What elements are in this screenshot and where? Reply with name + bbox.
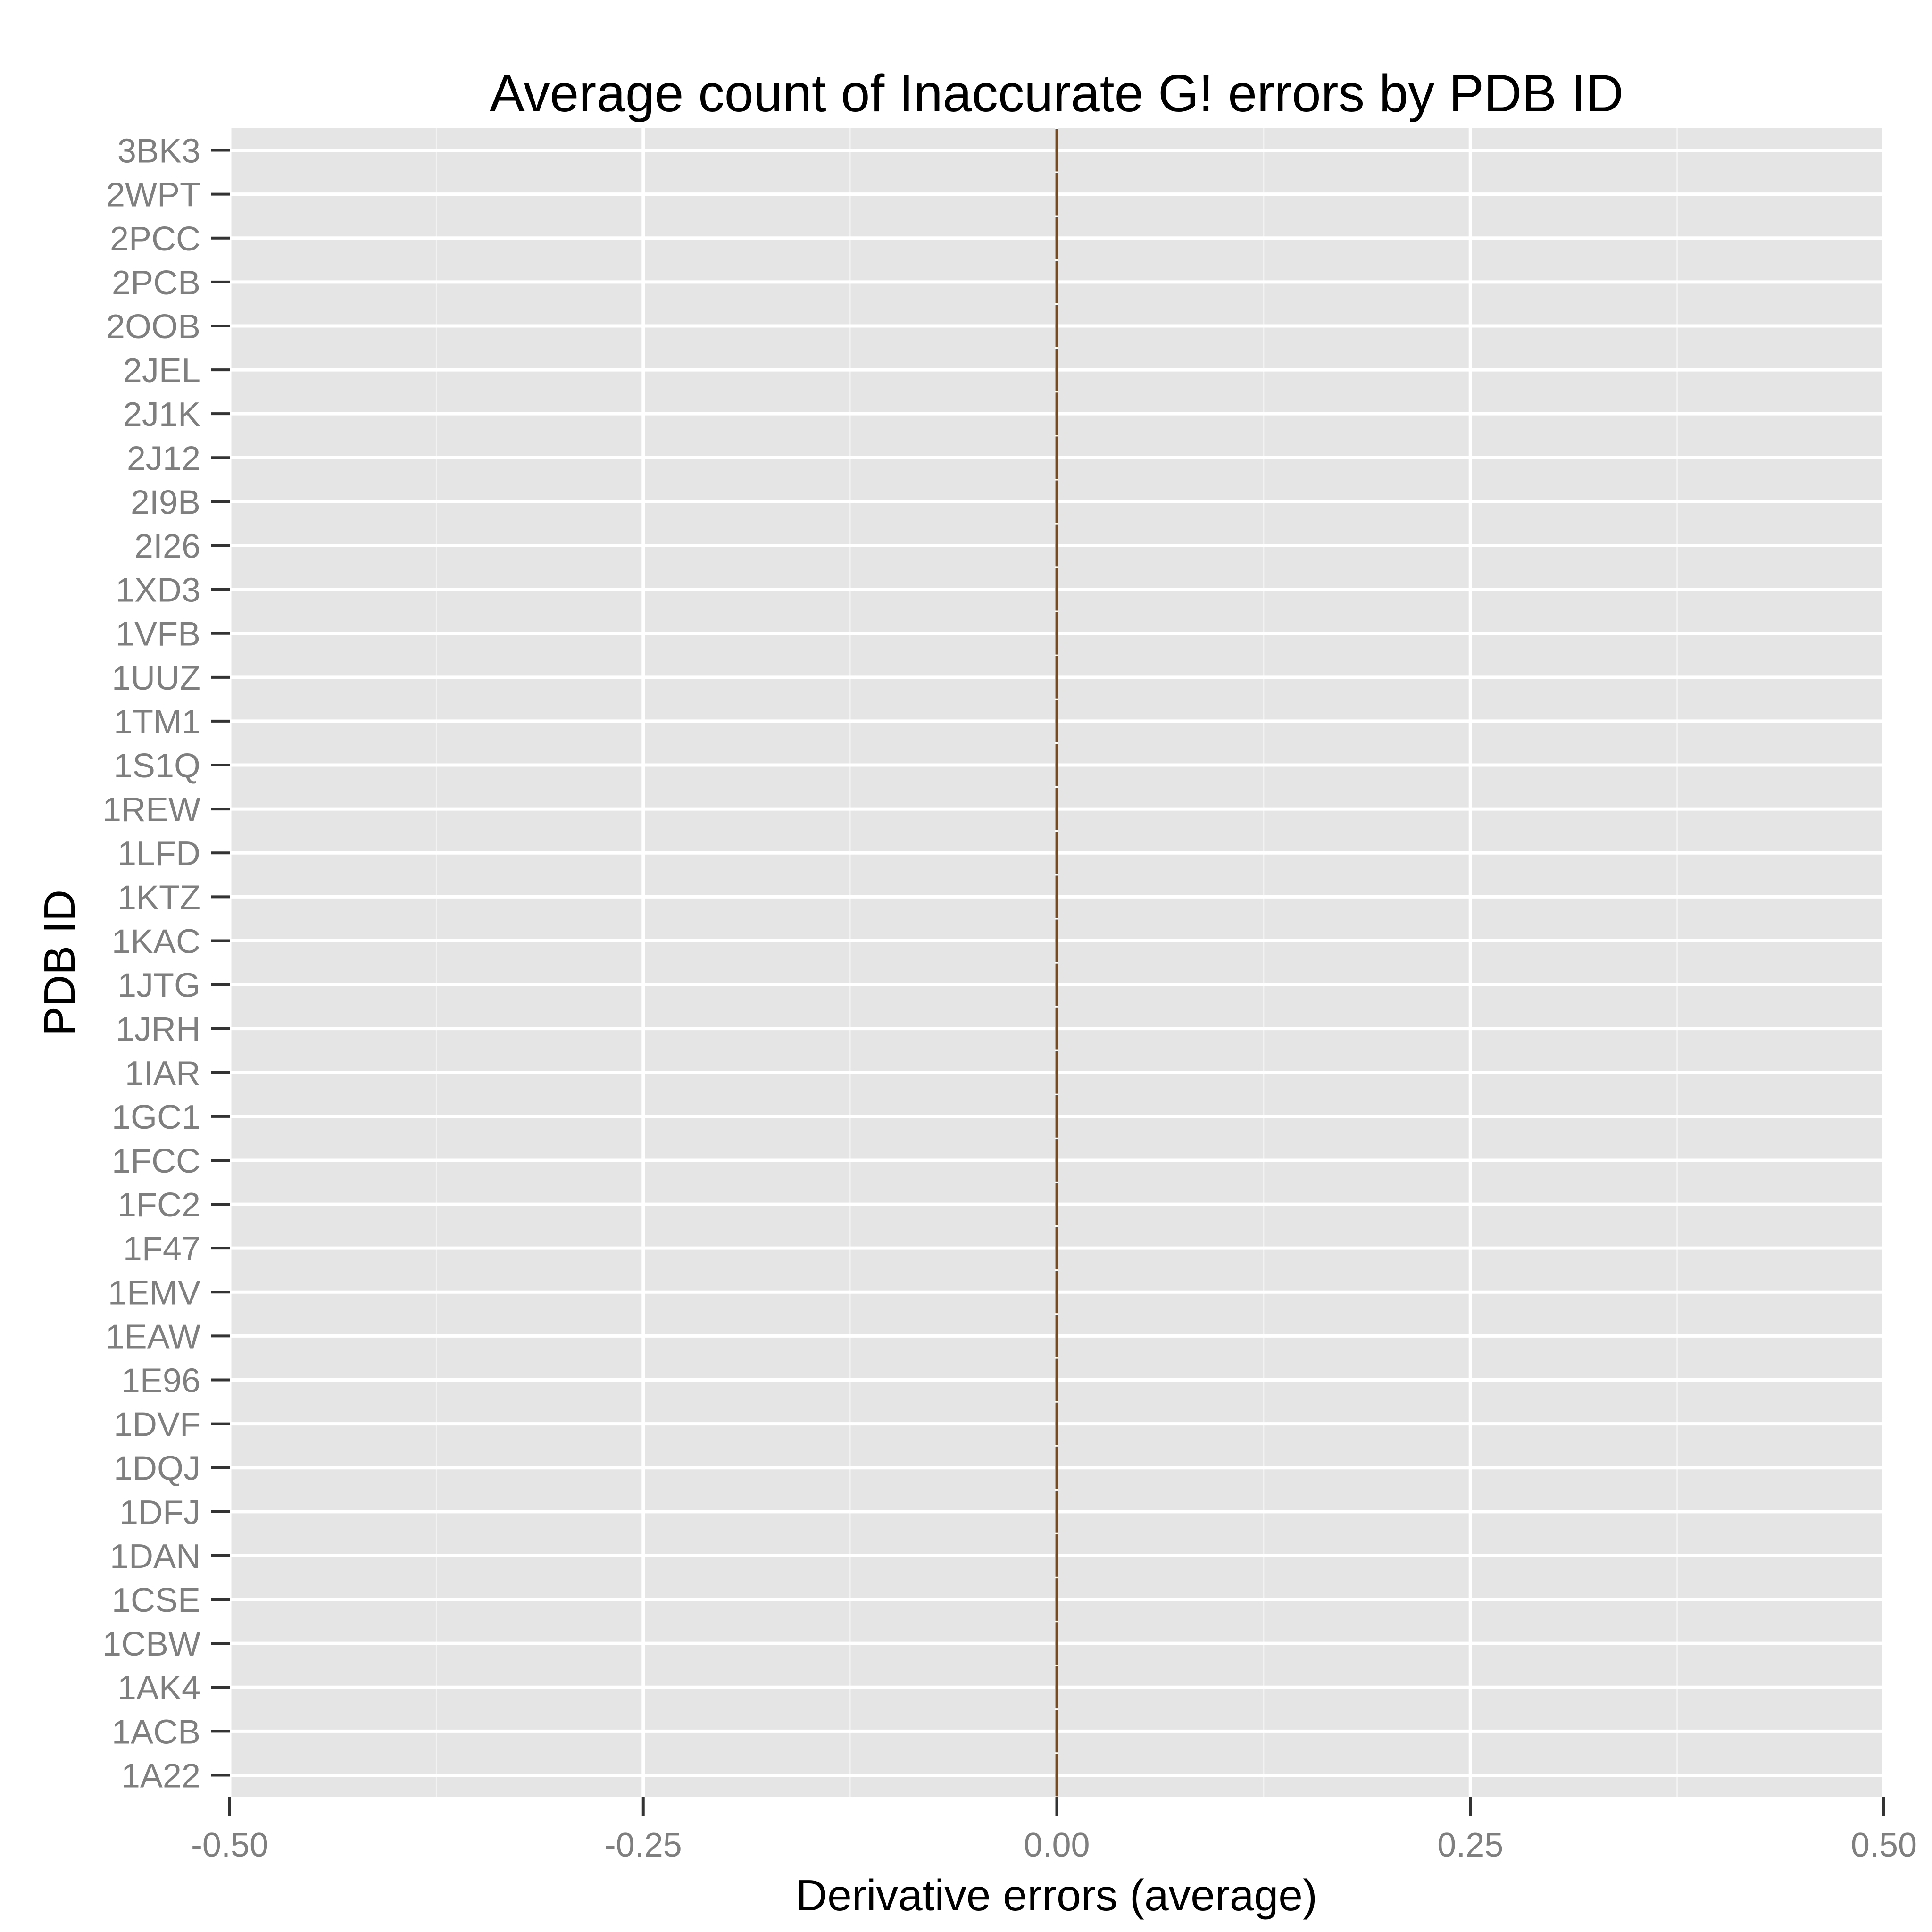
y-tick-label: 2I26 [134,528,200,566]
y-tick-label: 1DFJ [119,1494,200,1532]
y-tick-label: 1KTZ [117,879,200,916]
y-tick-label: 1S1Q [114,747,200,785]
y-tick-label: 2PCB [112,264,200,302]
y-tick-label: 1DVF [114,1406,200,1444]
y-tick-label: 1VFB [116,616,200,653]
y-tick-label: 1CSE [112,1582,200,1619]
y-tick-label: 1IAR [125,1055,200,1092]
x-tick-label: 0.25 [1437,1826,1503,1864]
y-tick-label: 2J1K [123,396,200,433]
x-tick-label: 0.00 [1024,1826,1090,1864]
y-tick-label: 1GC1 [112,1099,200,1136]
y-tick-label: 1JRH [116,1011,200,1049]
y-tick-label: 1TM1 [114,703,200,741]
x-tick-label: -0.25 [605,1826,682,1864]
y-tick-label: 1FCC [112,1142,200,1180]
y-tick-label: 1DAN [110,1538,200,1575]
y-tick-label: 1REW [102,791,200,829]
y-tick-label: 1LFD [117,835,200,873]
y-tick-label: 1A22 [121,1757,200,1795]
y-axis-title: PDB ID [35,890,84,1036]
y-tick-label: 1DQJ [114,1450,200,1488]
y-tick-label: 2JEL [123,352,200,390]
y-tick-label: 2WPT [106,176,200,214]
x-axis-title: Derivative errors (average) [796,1871,1317,1920]
y-tick-label: 1ACB [112,1713,200,1751]
y-tick-label: 1AK4 [117,1669,200,1707]
y-axis: 3BK3 2WPT 2PCC 2PCB 2OOB 2JEL 2J1K 2J12 2I9B 2I26… [102,133,230,1795]
chart-title: Average count of Inaccurate G! errors by… [490,64,1624,123]
x-tick-label: -0.50 [191,1826,268,1864]
y-tick-label: 1KAC [112,923,200,960]
y-tick-label: 1CBW [102,1625,200,1663]
y-tick-label: 2OOB [106,308,200,346]
y-tick-label: 1JTG [117,967,200,1005]
y-tick-label: 1XD3 [116,572,200,609]
y-tick-label: 1EMV [108,1274,200,1312]
y-tick-label: 1FC2 [117,1186,200,1224]
x-axis: -0.50 -0.25 0.00 0.25 0.50 [191,1797,1917,1864]
y-tick-label: 1F47 [123,1230,200,1268]
y-tick-label: 2PCC [110,220,200,258]
y-tick-label: 1EAW [106,1318,200,1356]
y-tick-label: 1E96 [121,1362,200,1400]
y-tick-label: 1UUZ [112,659,200,697]
y-tick-label: 3BK3 [117,133,200,170]
y-tick-label: 2I9B [131,483,200,521]
y-tick-label: 2J12 [127,440,200,477]
x-tick-label: 0.50 [1851,1826,1917,1864]
